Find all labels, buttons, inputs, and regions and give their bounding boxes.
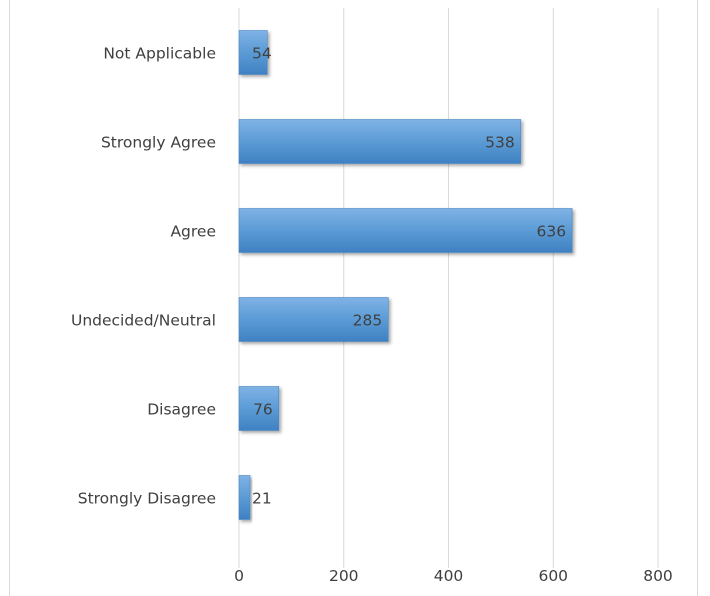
data-label: 285: [353, 312, 383, 330]
bar-undecided-neutral: [238, 297, 389, 342]
data-label: 54: [252, 45, 272, 63]
gridlines: [238, 8, 659, 568]
category-label: Disagree: [147, 401, 216, 419]
tick-label-x: 600: [538, 567, 568, 585]
category-label: Agree: [170, 223, 216, 241]
category-label: Strongly Agree: [101, 134, 216, 152]
data-label: 76: [253, 401, 273, 419]
data-label: 21: [252, 490, 272, 508]
bars: [238, 30, 573, 520]
data-label: 636: [537, 223, 567, 241]
bar-strongly-agree: [238, 119, 522, 164]
tick-label-x: 800: [643, 567, 673, 585]
tick-label-x: 200: [329, 567, 359, 585]
bar-not-applicable: [238, 30, 268, 75]
bar-agree: [238, 208, 573, 253]
tick-label-x: 400: [434, 567, 464, 585]
bar-strongly-disagree: [238, 475, 251, 520]
category-label: Not Applicable: [103, 45, 216, 63]
chart-frame: [9, 0, 698, 596]
data-label: 538: [485, 134, 515, 152]
labels: 0 200 400 600 800 Not Applicable 54 Strongly Ag…: [71, 45, 673, 586]
bar-disagree: [238, 386, 280, 431]
category-label: Strongly Disagree: [78, 490, 216, 508]
tick-label-x: 0: [234, 567, 244, 585]
category-label: Undecided/Neutral: [71, 312, 216, 330]
